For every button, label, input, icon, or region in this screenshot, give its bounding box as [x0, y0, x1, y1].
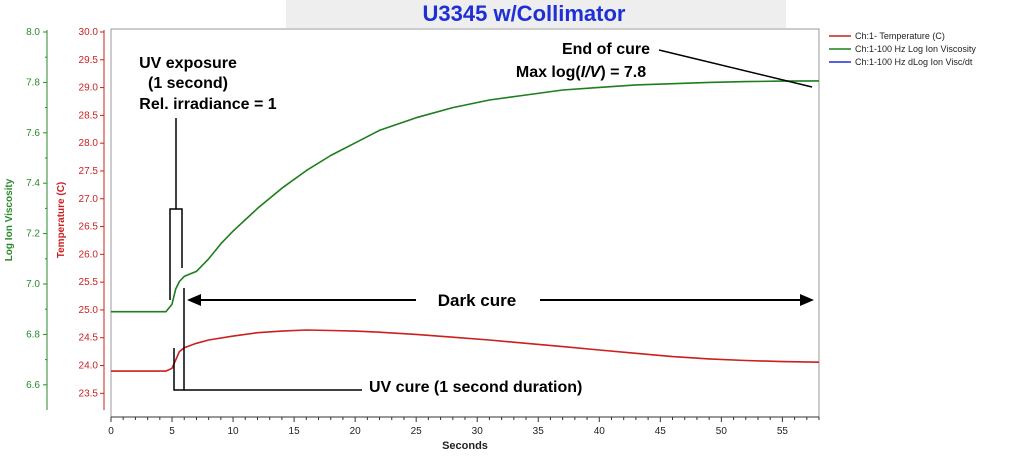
temperature-tick-label: 30.0: [79, 27, 99, 38]
uv-exposure-line-2: (1 second): [148, 75, 228, 92]
temperature-tick-label: 28.5: [79, 110, 99, 121]
temperature-tick-label: 27.5: [79, 166, 99, 177]
dark-cure-arrow-left: [187, 294, 201, 306]
x-axis-label: Seconds: [442, 440, 488, 452]
viscosity-tick-label: 7.8: [26, 77, 40, 88]
x-tick-label: 50: [716, 426, 728, 437]
temperature-tick-label: 26.0: [79, 249, 99, 260]
max-log-label: Max log(I/V) = 7.8: [516, 64, 646, 81]
x-tick-label: 10: [228, 426, 240, 437]
uv-cure-bracket: [173, 288, 185, 391]
viscosity-ticks: 6.6 6.8 7.0 7.2 7.4 7.6 7.8 8.0: [26, 27, 47, 391]
series-layer: [111, 80, 820, 372]
uv-exposure-pulse: [169, 208, 183, 300]
temperature-tick-label: 24.0: [79, 361, 99, 372]
dark-cure-arrow-right: [800, 294, 814, 306]
x-tick-label: 25: [411, 426, 423, 437]
viscosity-tick-label: 8.0: [26, 27, 40, 38]
uv-cure-label: UV cure (1 second duration): [369, 379, 582, 396]
viscosity-tick-label: 7.0: [26, 279, 40, 290]
temperature-tick-label: 25.5: [79, 277, 99, 288]
viscosity-tick-label: 6.6: [26, 380, 40, 391]
temperature-tick-label: 26.5: [79, 222, 99, 233]
temperature-tick-label: 29.5: [79, 55, 99, 66]
x-tick-label: 30: [472, 426, 484, 437]
temperature-tick-label: 29.0: [79, 83, 99, 94]
x-ticks: 0 5 10 15 20 25 30 35 40 45 50 55: [108, 417, 820, 437]
temperature-tick-label: 28.0: [79, 138, 99, 149]
viscosity-tick-label: 6.8: [26, 329, 40, 340]
temperature-tick-label: 25.0: [79, 305, 99, 316]
temperature-ticks: 23.5 24.0 24.5 25.0 25.5 26.0 26.5 27.0 27.5 28.0…: [79, 27, 104, 399]
series-line-viscosity: [111, 80, 820, 313]
temperature-tick-label: 23.5: [79, 388, 99, 399]
x-tick-label: 45: [655, 426, 667, 437]
viscosity-tick-label: 7.6: [26, 128, 40, 139]
y-axis-label-temperature: Temperature (C): [56, 182, 67, 259]
legend-label-viscosity: Ch:1-100 Hz Log Ion Viscosity: [855, 44, 976, 54]
y-axis-label-viscosity: Log Ion Viscosity: [4, 178, 15, 261]
viscosity-tick-label: 7.4: [26, 178, 40, 189]
x-tick-label: 15: [289, 426, 301, 437]
viscosity-tick-label: 7.2: [26, 229, 40, 240]
dark-cure-label: Dark cure: [438, 291, 516, 310]
temperature-tick-label: 27.0: [79, 194, 99, 205]
plot-area: [110, 28, 820, 418]
series-line-temperature: [111, 329, 820, 372]
uv-exposure-line-1: UV exposure: [139, 55, 237, 72]
end-of-cure-label: End of cure: [562, 41, 650, 58]
x-tick-label: 5: [169, 426, 175, 437]
chart-title: U3345 w/Collimator: [423, 1, 626, 26]
legend-label-dlog: Ch:1-100 Hz dLog Ion Visc/dt: [855, 57, 973, 67]
x-tick-label: 40: [594, 426, 606, 437]
max-log-suffix: ) = 7.8: [600, 64, 646, 81]
x-tick-label: 0: [108, 426, 114, 437]
temperature-tick-label: 24.5: [79, 333, 99, 344]
x-tick-label: 20: [350, 426, 362, 437]
end-of-cure-pointer: [658, 49, 813, 88]
x-tick-label: 35: [533, 426, 545, 437]
legend: Ch:1- Temperature (C) Ch:1-100 Hz Log Io…: [829, 31, 976, 67]
max-log-prefix: Max log(: [516, 64, 582, 81]
uv-exposure-line-3: Rel. irradiance = 1: [139, 96, 277, 113]
dark-cure-label-bg: [416, 287, 540, 313]
max-log-italic: I/V: [581, 64, 602, 81]
title-band: [286, 0, 786, 28]
x-tick-label: 55: [777, 426, 789, 437]
legend-label-temperature: Ch:1- Temperature (C): [855, 31, 945, 41]
